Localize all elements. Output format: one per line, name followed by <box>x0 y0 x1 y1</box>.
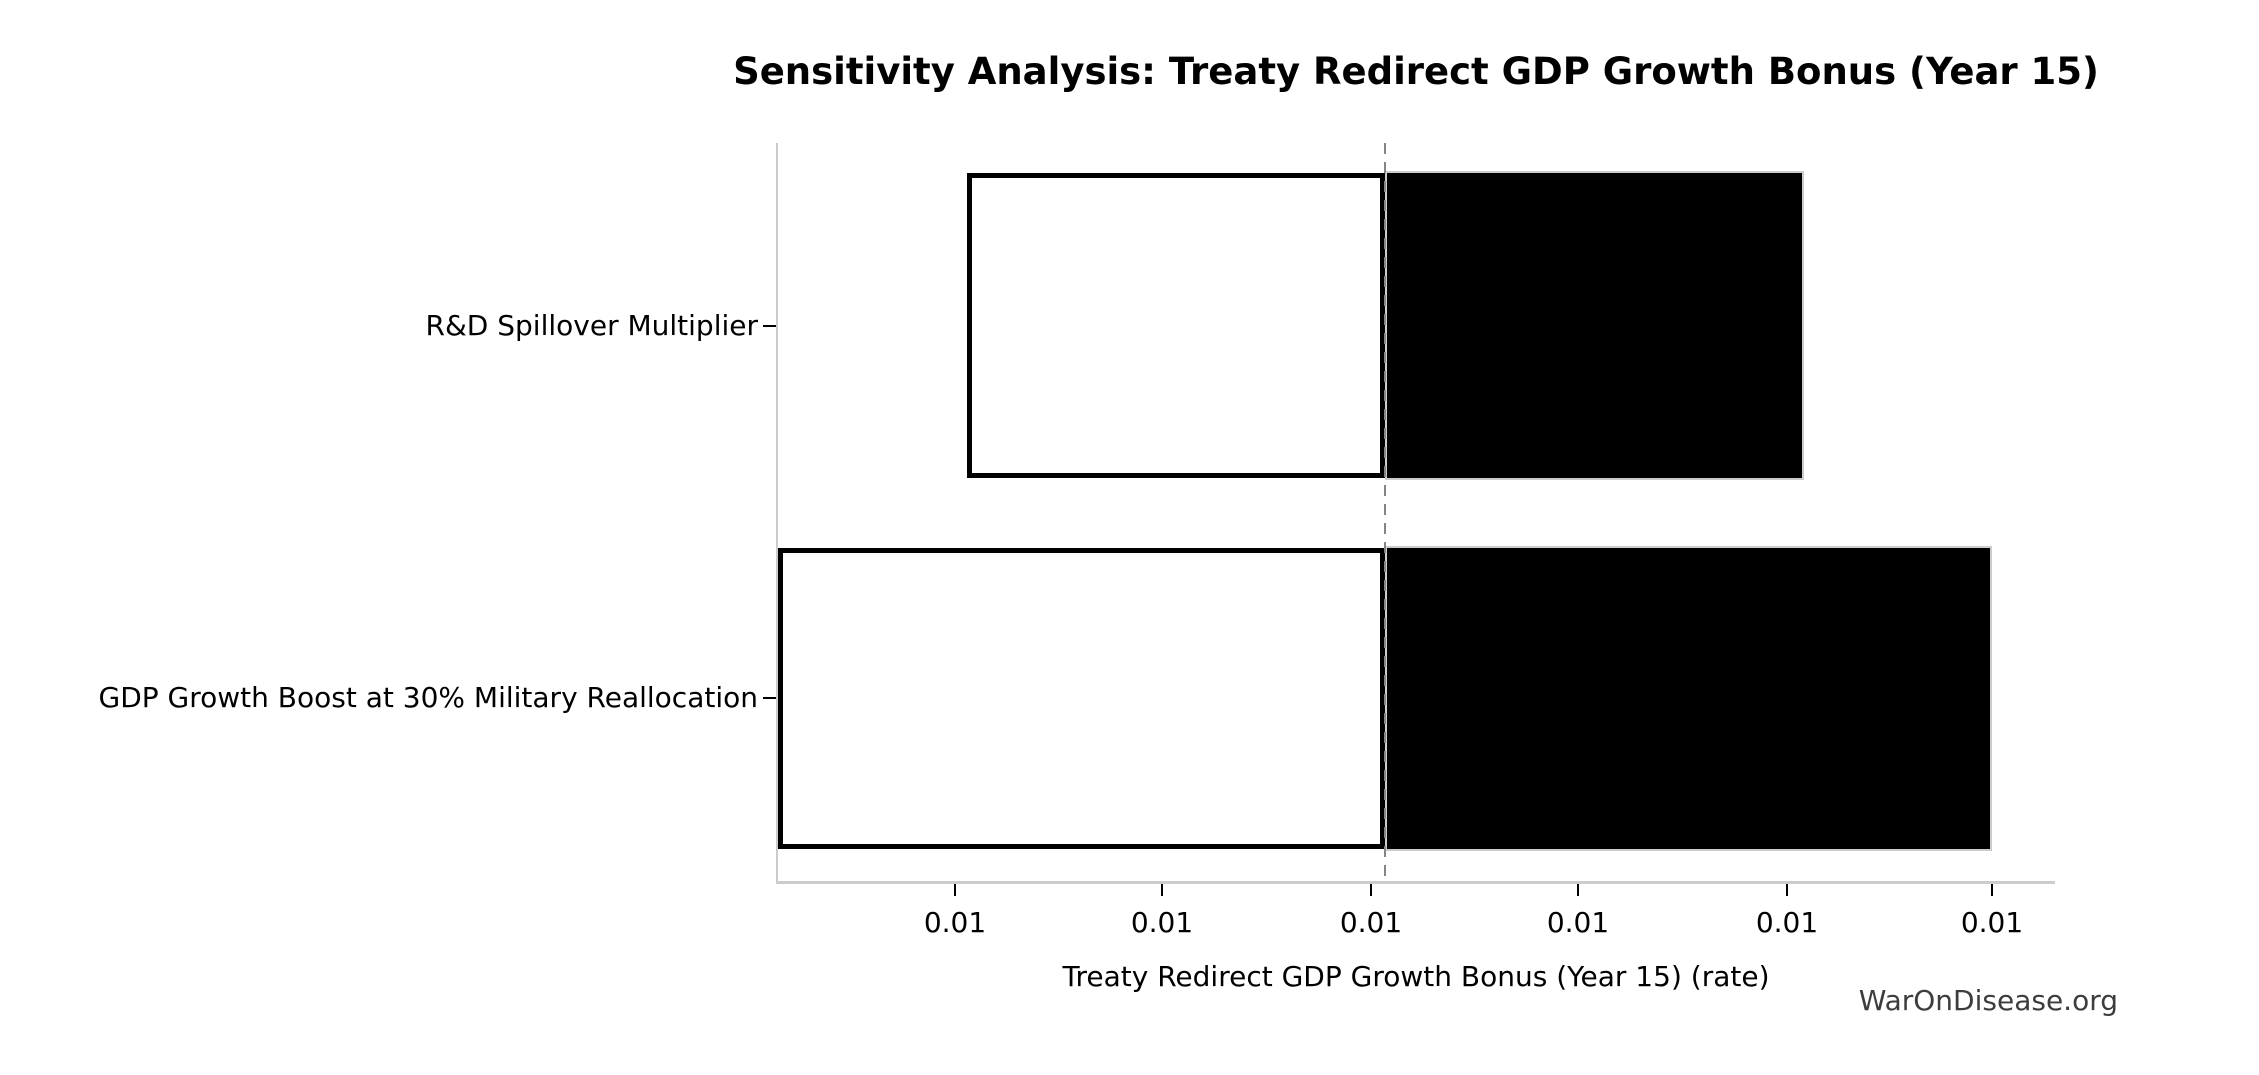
plot-area <box>778 143 2053 881</box>
x-tick-mark <box>1161 884 1163 896</box>
bar-high-segment <box>1385 171 1804 480</box>
x-axis-label: Treaty Redirect GDP Growth Bonus (Year 1… <box>1062 960 1770 993</box>
y-tick-mark <box>763 325 776 327</box>
chart-title: Sensitivity Analysis: Treaty Redirect GD… <box>733 50 2099 93</box>
bar-low-segment <box>967 173 1385 478</box>
y-axis-spine <box>776 143 778 881</box>
x-tick-mark <box>1786 884 1788 896</box>
x-tick-mark <box>1991 884 1993 896</box>
bar-high-segment <box>1385 546 1992 851</box>
x-tick-label: 0.01 <box>1960 906 2024 939</box>
y-tick-mark <box>763 697 776 699</box>
x-tick-label: 0.01 <box>1339 906 1403 939</box>
x-tick-mark <box>954 884 956 896</box>
x-tick-label: 0.01 <box>923 906 987 939</box>
y-tick-label: GDP Growth Boost at 30% Military Realloc… <box>98 681 758 714</box>
x-tick-mark <box>1577 884 1579 896</box>
x-tick-label: 0.01 <box>1130 906 1194 939</box>
x-tick-mark <box>1370 884 1372 896</box>
x-axis-spine <box>776 881 2055 884</box>
x-tick-label: 0.01 <box>1546 906 1610 939</box>
y-tick-label: R&D Spillover Multiplier <box>425 309 759 342</box>
baseline-dashed-line <box>1384 143 1386 881</box>
bar-low-segment <box>778 548 1385 849</box>
watermark-text: WarOnDisease.org <box>1858 984 2118 1017</box>
x-tick-label: 0.01 <box>1755 906 1819 939</box>
